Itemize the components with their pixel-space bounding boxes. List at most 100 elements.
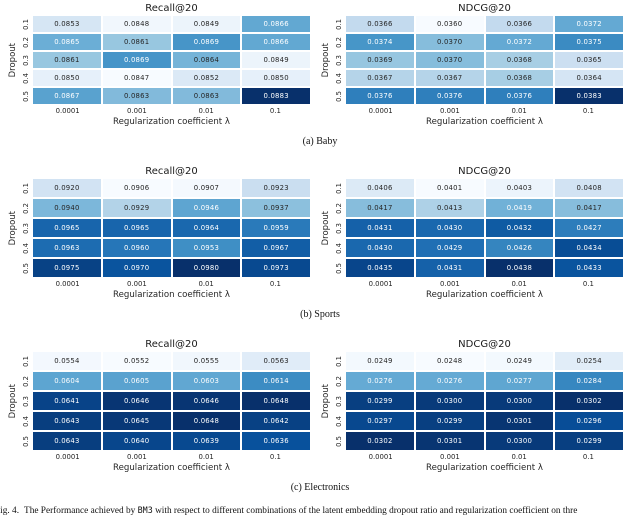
heatmap-cell: 0.0642 [242, 412, 310, 430]
heatmap-cell: 0.0367 [346, 70, 414, 86]
heatmap-cell: 0.0403 [485, 179, 554, 197]
y-axis-label: Dropout [320, 42, 331, 78]
x-axis-label: Regularization coefficient λ [426, 290, 543, 300]
heatmap-cell: 0.0850 [33, 70, 101, 86]
y-tick-label: 0.2 [335, 375, 343, 387]
heatmap-cell: 0.0296 [555, 412, 623, 430]
panel-body: Dropout 0.1 0.2 0.3 0.4 0.5 0.0249 0.0248 0.0249… [319, 352, 623, 474]
heatmap-cell: 0.0370 [415, 52, 484, 68]
heatmap-cell: 0.0300 [485, 432, 554, 450]
y-tick-label: 0.5 [22, 435, 30, 447]
x-tick-label: 0.01 [198, 107, 214, 115]
heatmap-cell: 0.0640 [102, 432, 171, 450]
x-axis-ticks: 0.0001 0.001 0.01 0.1 [33, 106, 310, 116]
heatmap-cell: 0.0848 [102, 16, 171, 32]
y-tick: 0.2 [19, 372, 33, 390]
y-tick: 0.5 [332, 432, 346, 450]
y-tick-label: 0.2 [22, 375, 30, 387]
y-tick: 0.1 [19, 352, 33, 370]
panel-title: Recall@20 [145, 3, 198, 14]
heatmap-cell: 0.0866 [242, 34, 310, 50]
heatmap-cell: 0.0368 [485, 52, 554, 68]
x-axis-label: Regularization coefficient λ [426, 463, 543, 473]
grid-container: 0.0853 0.0848 0.0849 0.0866 0.0865 0.0861 0.08… [33, 16, 310, 128]
y-tick: 0.1 [19, 179, 33, 197]
heatmap-cell: 0.0946 [172, 199, 241, 217]
x-axis-label: Regularization coefficient λ [426, 117, 543, 127]
x-axis-ticks: 0.0001 0.001 0.01 0.1 [33, 279, 310, 289]
heatmap-cell: 0.0372 [485, 34, 554, 50]
y-tick: 0.1 [19, 16, 33, 32]
grid-container: 0.0249 0.0248 0.0249 0.0254 0.0276 0.0276 0.02… [346, 352, 623, 474]
heatmap-cell: 0.0563 [242, 352, 310, 370]
x-tick-label: 0.1 [269, 280, 281, 288]
y-tick-label: 0.2 [22, 36, 30, 48]
y-tick: 0.5 [332, 88, 346, 104]
heatmap-cell: 0.0370 [415, 34, 484, 50]
heatmap-cell: 0.0376 [415, 88, 484, 104]
grid-container: 0.0920 0.0906 0.0907 0.0923 0.0940 0.0929 0.09… [33, 179, 310, 301]
heatmap-cell: 0.0376 [485, 88, 554, 104]
heatmap-cell: 0.0907 [172, 179, 241, 197]
panel-body: Dropout 0.1 0.2 0.3 0.4 0.5 0.0920 0.0906 0.0907… [6, 179, 310, 301]
panel-body: Dropout 0.1 0.2 0.3 0.4 0.5 0.0406 0.0401 0.0403… [319, 179, 623, 301]
x-tick-label: 0.001 [127, 107, 147, 115]
heatmap-cell: 0.0254 [555, 352, 623, 370]
panel-title: NDCG@20 [458, 3, 511, 14]
heatmap-cell: 0.0604 [33, 372, 101, 390]
y-tick-label: 0.5 [335, 435, 343, 447]
heatmap-cell: 0.0645 [102, 412, 171, 430]
heatmap-cell: 0.0297 [346, 412, 414, 430]
y-tick-label: 0.5 [335, 262, 343, 274]
panel-title: NDCG@20 [458, 339, 511, 350]
heatmap-cell: 0.0376 [346, 88, 414, 104]
heatmap-cell: 0.0646 [102, 392, 171, 410]
x-tick-label: 0.1 [269, 453, 281, 461]
y-tick-label: 0.2 [22, 202, 30, 214]
heatmap-cell: 0.0417 [346, 199, 414, 217]
heatmap-cell: 0.0853 [33, 16, 101, 32]
heatmap-cell: 0.0865 [33, 34, 101, 50]
heatmap-cell: 0.0975 [33, 259, 101, 277]
heatmap-cell: 0.0365 [555, 52, 623, 68]
y-tick: 0.4 [332, 239, 346, 257]
figure-caption-text-before: The Performance achieved by [24, 506, 138, 516]
y-tick: 0.1 [332, 352, 346, 370]
y-tick-label: 0.1 [335, 355, 343, 367]
heatmap-cell: 0.0427 [555, 219, 623, 237]
y-axis-ticks: 0.1 0.2 0.3 0.4 0.5 [19, 16, 33, 104]
y-tick-label: 0.5 [22, 262, 30, 274]
heatmap-cell: 0.0419 [485, 199, 554, 217]
x-tick-label: 0.01 [511, 107, 527, 115]
heatmap-cell: 0.0364 [555, 70, 623, 86]
y-tick-label: 0.3 [22, 222, 30, 234]
heatmap-cell: 0.0849 [172, 16, 241, 32]
heatmap-cell: 0.0906 [102, 179, 171, 197]
x-tick-label: 0.001 [440, 107, 460, 115]
panel-title: NDCG@20 [458, 166, 511, 177]
heatmap-cell: 0.0866 [242, 16, 310, 32]
heatmap-sports-recall: Recall@20 Dropout 0.1 0.2 0.3 0.4 0.5 0.0920 0.0… [6, 165, 310, 301]
y-axis-label-container: Dropout [6, 352, 19, 450]
x-tick-label: 0.1 [582, 107, 594, 115]
y-tick: 0.2 [19, 34, 33, 50]
heatmap-cell: 0.0301 [485, 412, 554, 430]
heatmap-cell: 0.0980 [172, 259, 241, 277]
x-tick-label: 0.1 [582, 280, 594, 288]
heatmap-cell: 0.0432 [485, 219, 554, 237]
heatmap-cell: 0.0960 [102, 239, 171, 257]
sports-panels: Recall@20 Dropout 0.1 0.2 0.3 0.4 0.5 0.0920 0.0… [6, 165, 640, 301]
figure-caption-label: Fig. 4. [0, 506, 20, 516]
y-axis-label: Dropout [7, 383, 18, 419]
heatmap-cell: 0.0406 [346, 179, 414, 197]
heatmap-cell: 0.0277 [485, 372, 554, 390]
y-tick: 0.4 [19, 412, 33, 430]
heatmap-cell: 0.0360 [415, 16, 484, 32]
y-axis-label: Dropout [7, 42, 18, 78]
y-tick-label: 0.4 [335, 415, 343, 427]
x-tick-label: 0.1 [582, 453, 594, 461]
y-tick-label: 0.5 [335, 90, 343, 102]
y-tick: 0.3 [332, 219, 346, 237]
heatmap-cell: 0.0431 [415, 259, 484, 277]
heatmap-cell: 0.0864 [172, 52, 241, 68]
